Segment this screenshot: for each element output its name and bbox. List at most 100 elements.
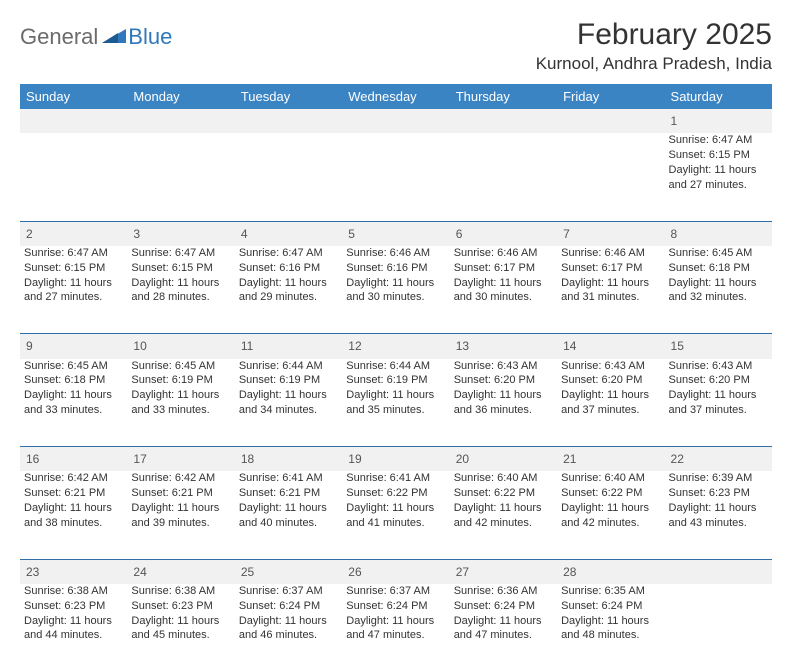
day-number: 17 [127, 447, 234, 472]
daylight-line: Daylight: 11 hours and 31 minutes. [561, 276, 660, 306]
day-cell: Sunrise: 6:46 AMSunset: 6:17 PMDaylight:… [557, 246, 664, 334]
day-number: 10 [127, 334, 234, 359]
daylight-line: Daylight: 11 hours and 27 minutes. [669, 163, 768, 193]
week-row: Sunrise: 6:38 AMSunset: 6:23 PMDaylight:… [20, 584, 772, 672]
sunrise-line: Sunrise: 6:35 AM [561, 584, 660, 599]
sunset-line: Sunset: 6:22 PM [454, 486, 553, 501]
daylight-line: Daylight: 11 hours and 47 minutes. [454, 614, 553, 644]
sunrise-line: Sunrise: 6:45 AM [131, 359, 230, 374]
day-cell [235, 133, 342, 221]
daylight-line: Daylight: 11 hours and 40 minutes. [239, 501, 338, 531]
sunset-line: Sunset: 6:15 PM [669, 148, 768, 163]
sunrise-line: Sunrise: 6:43 AM [669, 359, 768, 374]
sunrise-line: Sunrise: 6:41 AM [239, 471, 338, 486]
sunset-line: Sunset: 6:19 PM [239, 373, 338, 388]
day-number: 1 [665, 109, 772, 133]
day-number: 25 [235, 559, 342, 584]
sunset-line: Sunset: 6:23 PM [131, 599, 230, 614]
sunset-line: Sunset: 6:20 PM [561, 373, 660, 388]
logo-text-general: General [20, 24, 98, 50]
day-header: Monday [127, 84, 234, 109]
daylight-line: Daylight: 11 hours and 32 minutes. [669, 276, 768, 306]
daylight-line: Daylight: 11 hours and 39 minutes. [131, 501, 230, 531]
daylight-line: Daylight: 11 hours and 35 minutes. [346, 388, 445, 418]
daynum-row: 9101112131415 [20, 334, 772, 359]
daylight-line: Daylight: 11 hours and 33 minutes. [131, 388, 230, 418]
sunrise-line: Sunrise: 6:43 AM [561, 359, 660, 374]
sunrise-line: Sunrise: 6:41 AM [346, 471, 445, 486]
sunrise-line: Sunrise: 6:42 AM [131, 471, 230, 486]
sunrise-line: Sunrise: 6:44 AM [239, 359, 338, 374]
day-header: Tuesday [235, 84, 342, 109]
daynum-row: 232425262728 [20, 559, 772, 584]
sunset-line: Sunset: 6:19 PM [346, 373, 445, 388]
daynum-row: 1 [20, 109, 772, 133]
sunrise-line: Sunrise: 6:47 AM [669, 133, 768, 148]
day-cell [127, 133, 234, 221]
daylight-line: Daylight: 11 hours and 45 minutes. [131, 614, 230, 644]
location: Kurnool, Andhra Pradesh, India [536, 54, 772, 74]
day-cell: Sunrise: 6:45 AMSunset: 6:18 PMDaylight:… [665, 246, 772, 334]
sunrise-line: Sunrise: 6:38 AM [24, 584, 123, 599]
day-cell: Sunrise: 6:42 AMSunset: 6:21 PMDaylight:… [20, 471, 127, 559]
sunset-line: Sunset: 6:22 PM [346, 486, 445, 501]
day-cell: Sunrise: 6:38 AMSunset: 6:23 PMDaylight:… [20, 584, 127, 672]
day-number [450, 109, 557, 133]
day-number [557, 109, 664, 133]
sunrise-line: Sunrise: 6:38 AM [131, 584, 230, 599]
daylight-line: Daylight: 11 hours and 42 minutes. [561, 501, 660, 531]
day-header-row: Sunday Monday Tuesday Wednesday Thursday… [20, 84, 772, 109]
day-cell: Sunrise: 6:41 AMSunset: 6:22 PMDaylight:… [342, 471, 449, 559]
day-cell: Sunrise: 6:36 AMSunset: 6:24 PMDaylight:… [450, 584, 557, 672]
sunset-line: Sunset: 6:21 PM [239, 486, 338, 501]
sunrise-line: Sunrise: 6:37 AM [239, 584, 338, 599]
day-cell [342, 133, 449, 221]
day-number: 18 [235, 447, 342, 472]
sunrise-line: Sunrise: 6:47 AM [24, 246, 123, 261]
daylight-line: Daylight: 11 hours and 48 minutes. [561, 614, 660, 644]
day-number: 23 [20, 559, 127, 584]
sunset-line: Sunset: 6:20 PM [669, 373, 768, 388]
daylight-line: Daylight: 11 hours and 30 minutes. [346, 276, 445, 306]
daylight-line: Daylight: 11 hours and 41 minutes. [346, 501, 445, 531]
day-cell: Sunrise: 6:38 AMSunset: 6:23 PMDaylight:… [127, 584, 234, 672]
daylight-line: Daylight: 11 hours and 43 minutes. [669, 501, 768, 531]
sunset-line: Sunset: 6:21 PM [24, 486, 123, 501]
title-block: February 2025 Kurnool, Andhra Pradesh, I… [536, 18, 772, 74]
day-number [20, 109, 127, 133]
sunrise-line: Sunrise: 6:40 AM [454, 471, 553, 486]
day-number: 3 [127, 221, 234, 246]
day-number: 27 [450, 559, 557, 584]
day-header: Saturday [665, 84, 772, 109]
month-title: February 2025 [536, 18, 772, 52]
day-cell: Sunrise: 6:44 AMSunset: 6:19 PMDaylight:… [342, 359, 449, 447]
day-cell: Sunrise: 6:45 AMSunset: 6:18 PMDaylight:… [20, 359, 127, 447]
day-header: Wednesday [342, 84, 449, 109]
day-cell: Sunrise: 6:40 AMSunset: 6:22 PMDaylight:… [557, 471, 664, 559]
sunrise-line: Sunrise: 6:47 AM [131, 246, 230, 261]
day-cell: Sunrise: 6:37 AMSunset: 6:24 PMDaylight:… [342, 584, 449, 672]
week-row: Sunrise: 6:45 AMSunset: 6:18 PMDaylight:… [20, 359, 772, 447]
daylight-line: Daylight: 11 hours and 36 minutes. [454, 388, 553, 418]
day-cell: Sunrise: 6:43 AMSunset: 6:20 PMDaylight:… [557, 359, 664, 447]
sunset-line: Sunset: 6:16 PM [239, 261, 338, 276]
daylight-line: Daylight: 11 hours and 27 minutes. [24, 276, 123, 306]
day-cell: Sunrise: 6:47 AMSunset: 6:16 PMDaylight:… [235, 246, 342, 334]
day-number: 22 [665, 447, 772, 472]
day-number: 19 [342, 447, 449, 472]
daylight-line: Daylight: 11 hours and 33 minutes. [24, 388, 123, 418]
sunrise-line: Sunrise: 6:46 AM [561, 246, 660, 261]
sunrise-line: Sunrise: 6:46 AM [454, 246, 553, 261]
daylight-line: Daylight: 11 hours and 34 minutes. [239, 388, 338, 418]
day-cell: Sunrise: 6:39 AMSunset: 6:23 PMDaylight:… [665, 471, 772, 559]
day-number: 7 [557, 221, 664, 246]
daylight-line: Daylight: 11 hours and 37 minutes. [561, 388, 660, 418]
day-cell: Sunrise: 6:40 AMSunset: 6:22 PMDaylight:… [450, 471, 557, 559]
day-cell: Sunrise: 6:47 AMSunset: 6:15 PMDaylight:… [127, 246, 234, 334]
daylight-line: Daylight: 11 hours and 30 minutes. [454, 276, 553, 306]
sunset-line: Sunset: 6:24 PM [239, 599, 338, 614]
day-number [342, 109, 449, 133]
logo-triangle-icon [102, 27, 126, 48]
day-number: 6 [450, 221, 557, 246]
sunset-line: Sunset: 6:17 PM [454, 261, 553, 276]
